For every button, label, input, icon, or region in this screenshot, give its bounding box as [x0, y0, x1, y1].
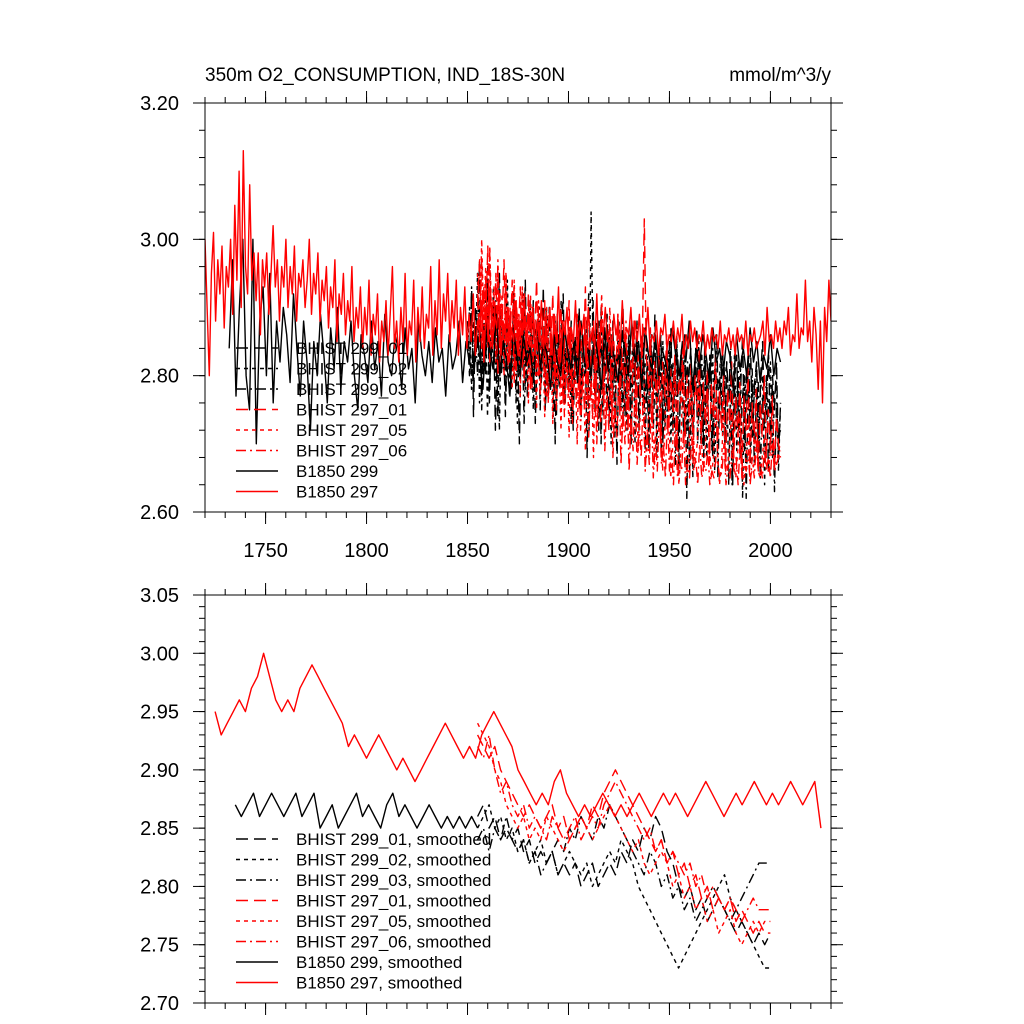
- legend-label: BHIST 297_01, smoothed: [296, 892, 491, 911]
- legend-label: BHIST 297_05: [296, 421, 407, 440]
- series-line-bhist-299-01-smoothed: [476, 804, 772, 946]
- series-line-bhist-297-05-smoothed: [476, 722, 771, 946]
- series-line-bhist-297-05: [476, 238, 782, 486]
- legend-label: B1850 299, smoothed: [296, 953, 462, 972]
- legend-label: BHIST 299_01, smoothed: [296, 830, 491, 849]
- y-tick-label: 2.80: [140, 876, 179, 898]
- legend-label: BHIST 299_01: [296, 339, 407, 358]
- legend-label: B1850 297: [296, 483, 378, 502]
- legend-label: BHIST 299_02: [296, 360, 407, 379]
- series-line-bhist-297-01: [476, 218, 782, 479]
- series-line-b1850-299-smoothed: [234, 792, 479, 829]
- legend-label: BHIST 297_01: [296, 401, 407, 420]
- y-tick-label: 2.85: [140, 818, 179, 840]
- units-label: mmol/m^3/y: [729, 65, 831, 86]
- series-line-bhist-299-02-smoothed: [476, 804, 771, 969]
- x-tick-label: 2000: [748, 540, 793, 562]
- y-tick-label: 2.75: [140, 935, 179, 957]
- series-line-b1850-299: [228, 238, 782, 445]
- legend: BHIST 299_01, smoothed BHIST 299_02, smoo…: [236, 830, 491, 993]
- legend-label: BHIST 297_06, smoothed: [296, 933, 491, 952]
- legend-label: BHIST 297_06: [296, 442, 407, 461]
- plot-frame: [204, 102, 832, 513]
- legend-label: B1850 297, smoothed: [296, 974, 462, 993]
- x-tick-label: 1900: [546, 540, 591, 562]
- bottom-panel: 2.70 2.75 2.80 2.85 2.90 2.95 3.00 3.05 BHIST 29…: [140, 583, 843, 1015]
- legend-label: BHIST 297_05, smoothed: [296, 912, 491, 931]
- top-panel: 2.60 2.80 3.00 3.20 1750 1800 1850 1900 1950 2000…: [140, 65, 843, 562]
- series-group: [214, 652, 822, 969]
- y-tick-label: 2.95: [140, 702, 179, 724]
- series-line-bhist-297-06-smoothed: [476, 734, 771, 923]
- plot-frame: [204, 594, 832, 1004]
- series-line-b1850-297-smoothed: [214, 652, 822, 829]
- series-line-b1850-297: [205, 149, 831, 404]
- y-tick-label: 2.80: [140, 366, 179, 388]
- x-tick-label: 1750: [243, 540, 288, 562]
- legend-label: BHIST 299_02, smoothed: [296, 851, 491, 870]
- legend-label: BHIST 299_03: [296, 380, 407, 399]
- legend-label: BHIST 299_03, smoothed: [296, 871, 491, 890]
- series-group: [205, 149, 831, 500]
- y-tick-label: 3.00: [140, 229, 179, 251]
- tick-marks: [193, 91, 843, 524]
- legend-label: B1850 299: [296, 462, 378, 481]
- series-line-bhist-299-03-smoothed: [476, 804, 771, 923]
- y-tick-label: 2.70: [140, 993, 179, 1015]
- y-tick-label: 2.60: [140, 502, 179, 524]
- series-line-bhist-297-06: [476, 252, 782, 486]
- x-tick-label: 1950: [647, 540, 692, 562]
- chart-title: 350m O2_CONSUMPTION, IND_18S-30N: [205, 65, 565, 86]
- y-tick-label: 3.00: [140, 643, 179, 665]
- tick-marks: [193, 583, 843, 1015]
- y-tick-label: 3.20: [140, 93, 179, 115]
- series-line-bhist-297-01-smoothed: [476, 734, 771, 934]
- y-tick-label: 2.90: [140, 760, 179, 782]
- y-tick-label: 3.05: [140, 585, 179, 607]
- x-tick-label: 1850: [445, 540, 490, 562]
- x-tick-label: 1800: [344, 540, 389, 562]
